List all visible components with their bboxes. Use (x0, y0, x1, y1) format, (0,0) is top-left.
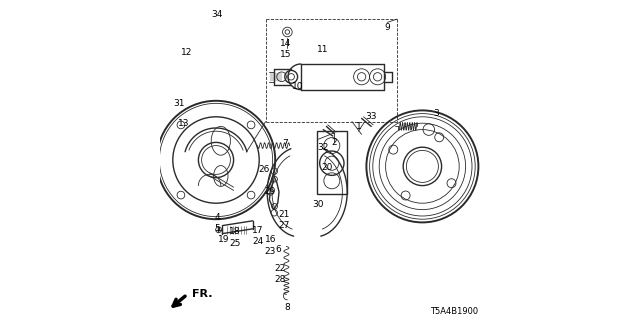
Text: 28: 28 (275, 276, 285, 284)
Text: 19: 19 (218, 236, 229, 244)
Text: 12: 12 (181, 48, 192, 57)
Bar (317, 131, 347, 194)
Text: 31: 31 (173, 100, 184, 108)
Text: 14: 14 (280, 39, 291, 48)
Text: 10: 10 (292, 82, 303, 91)
Text: 20: 20 (321, 164, 333, 172)
Text: 30: 30 (313, 200, 324, 209)
Text: 7: 7 (282, 140, 287, 148)
Text: 21: 21 (278, 210, 290, 219)
Text: 8: 8 (285, 303, 290, 312)
Text: 4: 4 (214, 213, 220, 222)
Text: T5A4B1900: T5A4B1900 (430, 308, 479, 316)
Text: 11: 11 (317, 45, 329, 54)
Text: 34: 34 (211, 10, 223, 19)
Text: 23: 23 (265, 247, 276, 256)
Text: 6: 6 (276, 245, 281, 254)
Text: 32: 32 (317, 143, 329, 152)
Text: 22: 22 (275, 264, 285, 273)
Text: 2: 2 (332, 138, 337, 147)
Text: 3: 3 (433, 109, 438, 118)
Text: 26: 26 (259, 165, 269, 174)
Text: 15: 15 (280, 50, 291, 59)
Text: FR.: FR. (192, 289, 212, 300)
Text: 27: 27 (278, 221, 290, 230)
Text: 5: 5 (214, 224, 220, 233)
Text: 1: 1 (356, 122, 361, 131)
Text: 24: 24 (252, 237, 263, 246)
Text: 13: 13 (179, 119, 189, 128)
Text: 16: 16 (265, 236, 276, 244)
Text: 29: 29 (265, 188, 276, 196)
Text: 18: 18 (230, 228, 241, 236)
Text: 25: 25 (230, 239, 241, 248)
Text: 17: 17 (252, 226, 263, 235)
Text: 9: 9 (385, 23, 390, 32)
Text: 33: 33 (365, 112, 377, 121)
